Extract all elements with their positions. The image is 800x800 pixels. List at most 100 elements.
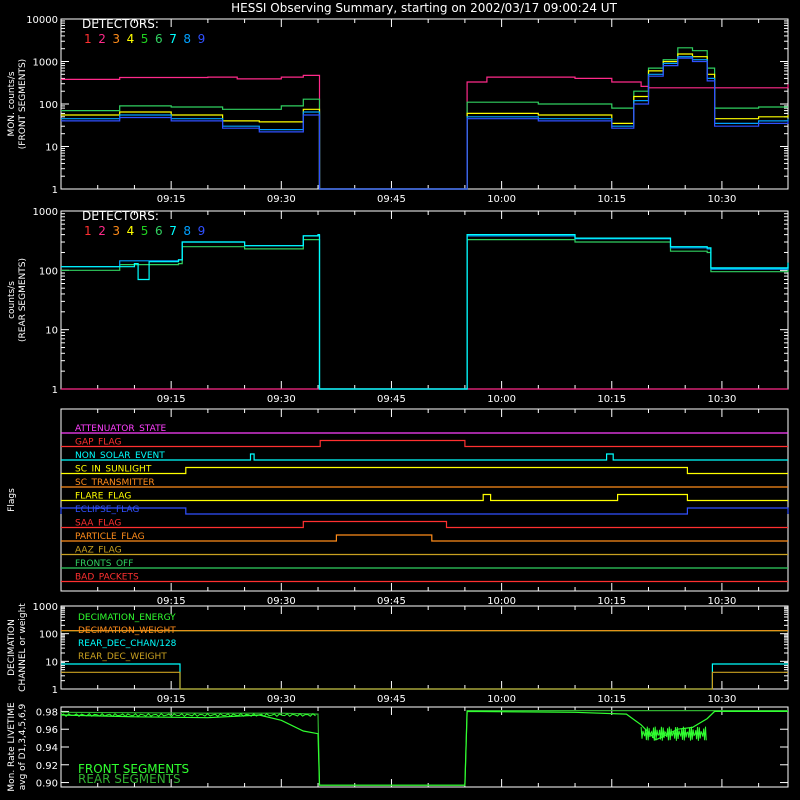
front-series-8	[61, 56, 789, 190]
front-panel-xtick-label: 09:30	[267, 194, 296, 205]
front-panel-ylabel: MON. counts/s	[7, 71, 17, 136]
front-panel-legend-entry: 7	[169, 32, 177, 46]
decimation-panel-ytick-label: 1	[52, 685, 58, 696]
front-series-6	[61, 47, 788, 190]
decimation-panel-xtick-label: 09:30	[267, 694, 296, 705]
livetime-ytick-label: 0.96	[36, 725, 58, 736]
chart-title: HESSI Observing Summary, starting on 200…	[231, 1, 617, 15]
front-panel-ylabel: (FRONT SEGMENTS)	[18, 59, 28, 149]
flag-line-7	[61, 520, 788, 529]
flag-line-1	[61, 439, 788, 448]
rear-panel-ytick-label: 100	[39, 266, 58, 277]
front-panel-legend-entry: 9	[198, 32, 206, 46]
decimation-panel-ytick-label: 1000	[33, 602, 58, 613]
front-series-2	[61, 74, 789, 190]
decimation-panel-xtick-label: 10:30	[707, 694, 736, 705]
decimation-panel-xtick-label: 10:15	[597, 694, 626, 705]
decimation-panel-xtick-label: 09:15	[157, 694, 186, 705]
flag-label: ECLIPSE_FLAG	[75, 505, 139, 515]
flag-label: ATTENUATOR_STATE	[75, 424, 167, 434]
decimation-legend-entry: DECIMATION_ENERGY	[78, 613, 176, 623]
livetime-noise	[640, 726, 707, 741]
flag-line-6	[60, 507, 789, 515]
livetime-legend-rear: REAR SEGMENTS	[78, 772, 181, 786]
rear-panel-xtick-label: 09:15	[157, 394, 186, 405]
livetime-panel-ylabel: Mon. Rate LIVETIME	[7, 702, 17, 792]
livetime-panel-ylabel: avg of D1,3,4,5,6,9	[18, 703, 28, 790]
livetime-ytick-label: 0.94	[36, 743, 58, 754]
flag-label: FLARE_FLAG	[75, 492, 131, 502]
flag-label: SAA_FLAG	[75, 519, 121, 529]
rear-panel-legend-entry: 4	[127, 224, 135, 238]
flag-label: GAP_FLAG	[75, 438, 121, 448]
flags-panel-ylabel: Flags	[7, 488, 17, 512]
flags-panel-xtick-label: 09:15	[157, 596, 186, 607]
rear-panel-legend-entry: 7	[169, 224, 177, 238]
front-panel-legend-entry: 5	[141, 32, 149, 46]
decimation-panel-ytick-label: 100	[39, 630, 58, 641]
rear-series-8	[61, 235, 789, 390]
livetime-noise	[60, 713, 316, 717]
rear-panel-legend-entry: 9	[198, 224, 206, 238]
front-panel-ytick-label: 10	[45, 143, 58, 154]
front-panel-xtick-label: 09:15	[157, 194, 186, 205]
flag-label: PARTICLE_FLAG	[75, 532, 145, 542]
decimation-panel-xtick-label: 10:00	[487, 694, 516, 705]
rear-series-7	[61, 234, 789, 390]
decimation-panel-ytick-label: 10	[45, 657, 58, 668]
livetime-ytick-label: 0.98	[36, 707, 58, 718]
rear-panel-xtick-label: 10:15	[597, 394, 626, 405]
rear-panel-legend-entry: 3	[112, 224, 120, 238]
front-panel-legend-entry: 1	[84, 32, 92, 46]
front-panel-ytick-label: 100	[39, 100, 58, 111]
front-panel-xtick-label: 09:45	[377, 194, 406, 205]
flags-panel-xtick-label: 10:15	[597, 596, 626, 607]
rear-panel-ytick-label: 10	[45, 326, 58, 337]
flag-label: FRONTS_OFF	[75, 559, 133, 569]
front-panel-legend-entry: 6	[155, 32, 163, 46]
flag-label: BAD_PACKETS	[75, 573, 139, 583]
front-panel-legend-entry: 4	[127, 32, 135, 46]
rear-panel-legend-entry: 6	[155, 224, 163, 238]
rear-panel-legend-entry: 1	[84, 224, 92, 238]
flag-line-5	[61, 493, 788, 502]
front-panel-xtick-label: 10:15	[597, 194, 626, 205]
front-panel-xtick-label: 10:00	[487, 194, 516, 205]
rear-panel-legend-entry: 5	[141, 224, 149, 238]
rear-panel-xtick-label: 09:30	[267, 394, 296, 405]
decimation-series	[61, 663, 788, 690]
decimation-legend-entry: DECIMATION_WEIGHT	[78, 626, 176, 636]
flag-label: NON_SOLAR_EVENT	[75, 451, 165, 461]
flags-panel-xtick-label: 10:00	[487, 596, 516, 607]
front-panel-ytick-label: 1	[52, 185, 58, 196]
rear-panel-legend-entry: 2	[98, 224, 106, 238]
flags-panel-xtick-label: 09:45	[377, 596, 406, 607]
front-series-4	[61, 53, 789, 190]
rear-panel-xtick-label: 10:00	[487, 394, 516, 405]
flag-line-8	[61, 534, 788, 542]
livetime-legend-front: FRONT SEGMENTS	[78, 762, 189, 776]
rear-panel-xtick-label: 09:45	[377, 394, 406, 405]
rear-panel-ytick-label: 1	[52, 385, 58, 396]
livetime-ytick-label: 0.92	[36, 761, 58, 772]
flag-label: SC_TRANSMITTER	[75, 478, 155, 488]
decimation-series	[61, 671, 788, 690]
front-series-9	[61, 57, 789, 190]
front-panel-xtick-label: 10:30	[707, 194, 736, 205]
front-panel-legend-entry: 8	[183, 32, 191, 46]
decimation-panel-xtick-label: 09:45	[377, 694, 406, 705]
front-panel-legend-entry: 3	[112, 32, 120, 46]
flag-line-2	[61, 453, 788, 461]
decimation-panel-ylabel: CHANNEL or weight	[18, 603, 28, 692]
flag-line-3	[61, 466, 788, 475]
front-panel-legend-entry: 2	[98, 32, 106, 46]
rear-panel-legend-title: DETECTORS:	[82, 209, 159, 223]
decimation-panel-ylabel: DECIMATION	[7, 619, 17, 676]
rear-panel-xtick-label: 10:30	[707, 394, 736, 405]
flags-panel-xtick-label: 09:30	[267, 596, 296, 607]
front-panel-legend-title: DETECTORS:	[82, 17, 159, 31]
rear-panel-legend-entry: 8	[183, 224, 191, 238]
front-panel-ytick-label: 1000	[33, 58, 58, 69]
